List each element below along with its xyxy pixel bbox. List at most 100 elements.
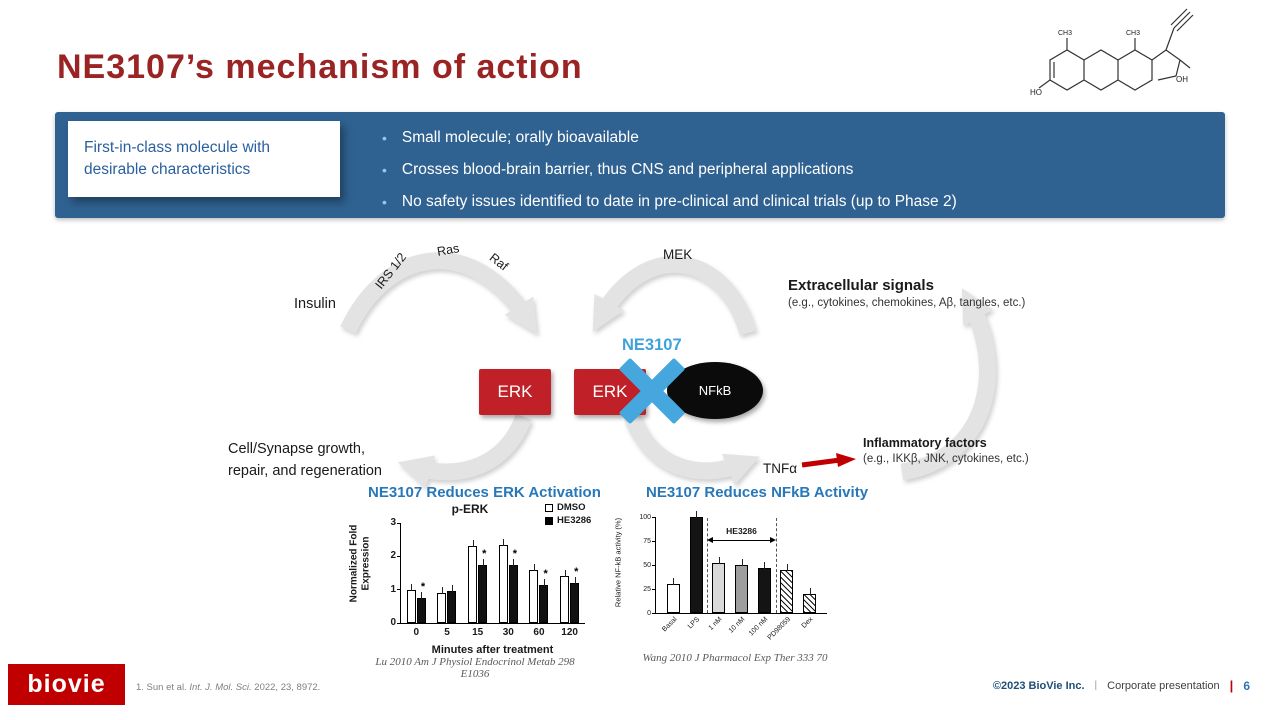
bullet-icon: • bbox=[382, 130, 387, 146]
banner-bullet: • Small molecule; orally bioavailable bbox=[382, 129, 639, 146]
inflammatory-factors-title: Inflammatory factors bbox=[863, 436, 987, 450]
y-axis-label: Normalized Fold Expression bbox=[348, 524, 372, 603]
significance-star: * bbox=[482, 547, 487, 560]
ras-label: Ras bbox=[435, 241, 461, 259]
nfkb-chart-heading: NE3107 Reduces NFkB Activity bbox=[646, 484, 869, 501]
bar-he3286: * bbox=[478, 548, 488, 623]
banner-headline: First-in-class molecule with desirable c… bbox=[84, 138, 271, 178]
molecule-ch3-label: CH3 bbox=[1126, 30, 1140, 37]
legend-entry-dmso: DMSO bbox=[545, 501, 591, 514]
biovie-logo: biovie bbox=[8, 664, 125, 705]
nfkb-chart-citation: Wang 2010 J Pharmacol Exp Ther 333 70 bbox=[642, 652, 828, 664]
banner-bullet-list: • Small molecule; orally bioavailable • Cr… bbox=[382, 122, 957, 218]
bar-group: * 15 bbox=[468, 540, 488, 638]
footnote: 1. Sun et al. Int. J. Mol. Sci. 2022, 23… bbox=[136, 682, 321, 693]
plot-area: Basal LPS 1 nM 10 nM 100 nM PD98059 Dex HE3286… bbox=[639, 511, 827, 642]
bar-he3286: * bbox=[416, 581, 426, 623]
bar-slot: Basal bbox=[661, 518, 685, 633]
molecule-ch3-label: CH3 bbox=[1058, 30, 1072, 37]
bar-1-nm bbox=[712, 557, 726, 613]
mek-label: MEK bbox=[663, 247, 693, 262]
x-tick-label: 120 bbox=[561, 627, 578, 638]
pathway-arrows bbox=[340, 252, 996, 489]
molecule-oh-label: OH bbox=[1176, 75, 1188, 84]
bar-he3286: * bbox=[508, 548, 518, 623]
raf-label: Raf bbox=[486, 250, 511, 274]
x-tick-label: PD98059 bbox=[766, 616, 792, 642]
extracellular-signals-title: Extracellular signals bbox=[788, 277, 934, 294]
bar-dex bbox=[803, 587, 817, 613]
bar-dmso bbox=[529, 563, 539, 623]
legend-swatch-black bbox=[545, 516, 553, 525]
nfkb-ellipse: NFkB bbox=[667, 362, 763, 419]
legend-swatch-white bbox=[545, 503, 553, 512]
erk-activation-chart: p-ERK DMSO HE3286 Normalized Fold Expres… bbox=[348, 501, 602, 664]
bar-100-nm bbox=[757, 561, 771, 613]
dashed-line bbox=[775, 518, 777, 613]
separator: | bbox=[1094, 680, 1098, 691]
bar-group: * 0 bbox=[406, 581, 426, 638]
presentation-label: Corporate presentation bbox=[1107, 679, 1220, 692]
bar-group: * 30 bbox=[498, 538, 518, 638]
ne3107-label: NE3107 bbox=[622, 336, 682, 354]
bar-dmso bbox=[468, 540, 478, 623]
bar-dmso bbox=[437, 587, 447, 623]
x-tick-label: Basal bbox=[660, 616, 679, 634]
significance-star: * bbox=[420, 581, 426, 593]
bullet-icon: • bbox=[382, 162, 387, 178]
x-tick-label: 30 bbox=[502, 627, 514, 638]
erk-box-left: ERK bbox=[479, 369, 551, 415]
bar-10-nm bbox=[735, 559, 749, 613]
insulin-label: Insulin bbox=[294, 296, 336, 312]
banner-headline-card: First-in-class molecule with desirable c… bbox=[68, 121, 340, 197]
bar-slot: LPS bbox=[685, 511, 708, 630]
nfkb-to-tnfa-arrow bbox=[624, 413, 760, 486]
bar-group: * 120 bbox=[560, 566, 580, 638]
inflammatory-factors-subtitle: (e.g., IKKβ, JNK, cytokines, etc.) bbox=[863, 453, 1029, 465]
x-tick-label: Dex bbox=[800, 616, 815, 630]
legend-entry-he3286: HE3286 bbox=[545, 514, 591, 527]
he3286-span-arrow bbox=[707, 537, 776, 543]
x-tick-label: 5 bbox=[444, 627, 450, 638]
he3286-annotation-label: HE3286 bbox=[723, 526, 760, 536]
bar-group: 5 bbox=[437, 585, 457, 638]
tnfa-label: TNFα bbox=[763, 461, 798, 476]
bullet-icon: • bbox=[382, 194, 387, 210]
dashed-line bbox=[707, 518, 709, 613]
page-title: NE3107’s mechanism of action bbox=[57, 48, 583, 86]
significance-star: * bbox=[543, 567, 548, 580]
erk-chart-citation: Lu 2010 Am J Physiol Endocrinol Metab 29… bbox=[375, 656, 575, 680]
bar-he3286: * bbox=[570, 566, 580, 623]
x-tick-label: LPS bbox=[686, 616, 702, 631]
chart-title: p-ERK bbox=[451, 502, 489, 516]
extracellular-signals-subtitle: (e.g., cytokines, chemokines, Aβ, tangle… bbox=[788, 297, 1026, 309]
separator-red: | bbox=[1229, 678, 1234, 693]
significance-star: * bbox=[574, 566, 579, 578]
x-tick-label: 100 nM bbox=[747, 616, 770, 638]
copyright: ©2023 BioVie Inc. bbox=[992, 679, 1085, 692]
banner-bullet: • No safety issues identified to date in … bbox=[382, 193, 957, 210]
molecule-ho-label: HO bbox=[1030, 88, 1042, 97]
tnfa-arrow-icon bbox=[801, 453, 856, 468]
bar-slot: Dex bbox=[798, 518, 821, 630]
x-tick-label: 1 nM bbox=[707, 616, 724, 632]
page-number: 6 bbox=[1243, 678, 1250, 693]
bar-dmso bbox=[560, 570, 570, 623]
mek-to-erk-arrow bbox=[592, 256, 757, 336]
x-tick-label: 10 nM bbox=[727, 616, 747, 635]
chemical-structure-illustration: HO OH CH3 CH3 bbox=[1030, 8, 1194, 97]
erk-chart-heading: NE3107 Reduces ERK Activation bbox=[368, 484, 601, 501]
bar-lps bbox=[689, 511, 703, 613]
bar-he3286 bbox=[447, 585, 457, 623]
x-tick-label: 60 bbox=[533, 627, 545, 638]
bar-pd98059 bbox=[780, 563, 794, 613]
bar-he3286: * bbox=[539, 568, 549, 623]
x-tick-label: 15 bbox=[472, 627, 484, 638]
footer-right: ©2023 BioVie Inc. | Corporate presentati… bbox=[993, 678, 1250, 693]
x-tick-label: 0 bbox=[413, 627, 420, 638]
nfkb-activity-chart: Relative NF-kB activity (%) Basal LPS 1 nM… bbox=[608, 506, 878, 656]
bar-dmso bbox=[498, 538, 508, 623]
bar-basal bbox=[666, 578, 680, 613]
